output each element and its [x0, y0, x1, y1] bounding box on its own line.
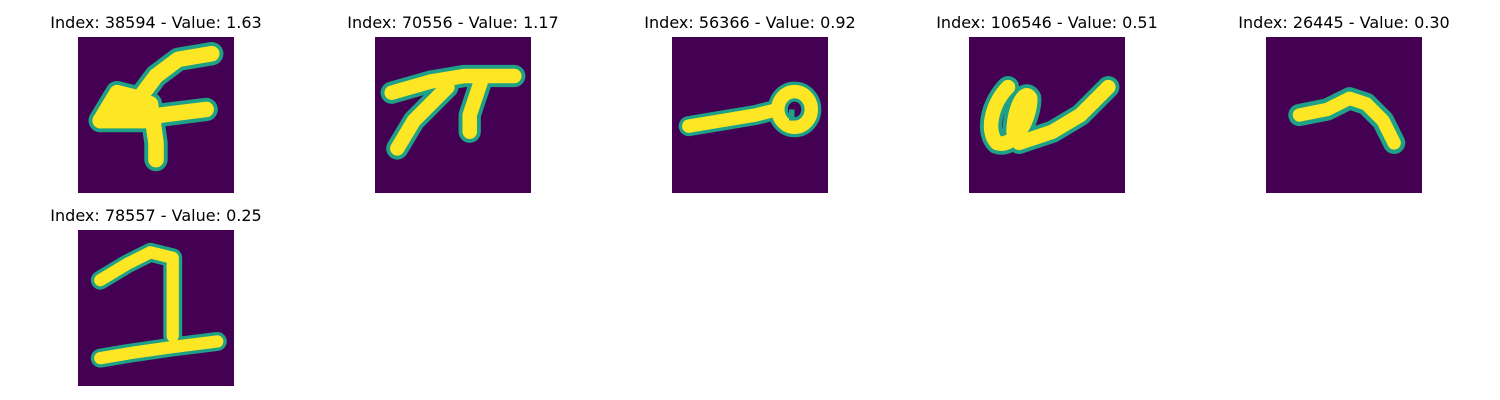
image-panel-2: Index: 70556 - Value: 1.17 — [303, 13, 603, 193]
image-panel-3: Index: 56366 - Value: 0.92 — [600, 13, 900, 193]
image-panel-6: Index: 78557 - Value: 0.25 — [6, 206, 306, 386]
digit-image-7-short — [1266, 37, 1422, 193]
panel-title: Index: 26445 - Value: 0.30 — [1238, 13, 1450, 32]
image-panel-5: Index: 26445 - Value: 0.30 — [1194, 13, 1494, 193]
panel-title: Index: 106546 - Value: 0.51 — [936, 13, 1158, 32]
digit-image-4 — [78, 37, 234, 193]
digit-image-7 — [375, 37, 531, 193]
image-panel-1: Index: 38594 - Value: 1.63 — [6, 13, 306, 193]
panel-title: Index: 56366 - Value: 0.92 — [644, 13, 856, 32]
panel-title: Index: 38594 - Value: 1.63 — [50, 13, 262, 32]
digit-image-a — [969, 37, 1125, 193]
panel-title: Index: 78557 - Value: 0.25 — [50, 206, 262, 225]
digit-image-1 — [78, 230, 234, 386]
digit-image-9 — [672, 37, 828, 193]
panel-title: Index: 70556 - Value: 1.17 — [347, 13, 559, 32]
image-panel-4: Index: 106546 - Value: 0.51 — [897, 13, 1197, 193]
